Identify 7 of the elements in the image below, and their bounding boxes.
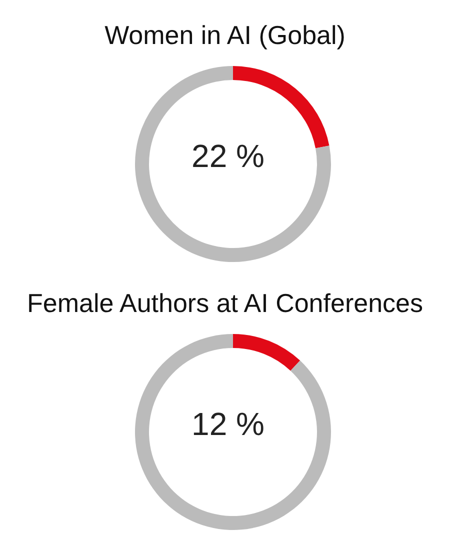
chart-title: Women in AI (Gobal)	[104, 19, 346, 52]
donut-slice	[135, 66, 331, 262]
text: 22 %	[190, 138, 266, 175]
text: 12 %	[190, 406, 266, 443]
donut-slice	[233, 334, 300, 371]
chart-title: Female Authors at AI Conferences	[26, 287, 424, 320]
donut-slice	[135, 334, 331, 530]
